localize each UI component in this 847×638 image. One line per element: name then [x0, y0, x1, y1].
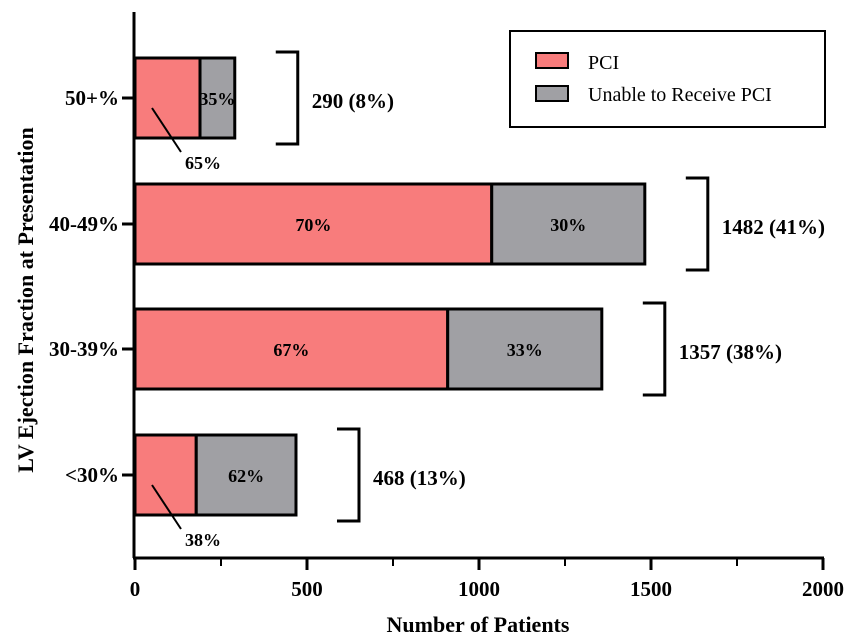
bracket-50 — [275, 50, 300, 146]
total-label-30-39: 1357 (38%) — [679, 340, 782, 364]
y-axis-title: LV Ejection Fraction at Presentation — [13, 127, 38, 472]
bar-pci-50 — [133, 56, 202, 140]
bracket-40-49 — [685, 176, 710, 272]
y-tick-label-50: 50+% — [65, 86, 119, 110]
bar-unable-to-receive-pci-30-39 — [446, 307, 604, 391]
brackets-layer: 468 (13%) 1357 (38%) 1482 (41%) 290 (8%) — [275, 50, 825, 523]
bar-label-unable-to-receive-pci-50: 35% — [199, 89, 235, 109]
bracket-30 — [336, 427, 361, 523]
bar-unable-to-receive-pci-50 — [198, 56, 237, 140]
total-label-50: 290 (8%) — [312, 89, 394, 113]
x-tick-label-0: 0 — [130, 577, 141, 601]
bar-unable-to-receive-pci-30 — [194, 433, 298, 517]
legend-label-unable-to-receive-pci: Unable to Receive PCI — [588, 84, 772, 106]
total-label-30: 468 (13%) — [373, 466, 466, 490]
bar-pci-40-49 — [133, 182, 494, 266]
x-tick-label-500: 500 — [291, 577, 323, 601]
bar-label-pci-30-39: 67% — [273, 340, 309, 360]
legend: PCI Unable to Receive PCI — [509, 30, 826, 128]
leader-line-pci-30 — [151, 484, 182, 530]
bar-label-pci-50: 65% — [185, 153, 221, 173]
bar-label-pci-40-49: 70% — [295, 215, 331, 235]
axis-ticks-layer: <30% 30-39% 40-49% 50+% 0 500 1000 1500 2000 — [49, 86, 844, 601]
legend-box — [509, 30, 826, 128]
total-label-40-49: 1482 (41%) — [722, 215, 825, 239]
legend-swatch-pci — [535, 52, 569, 69]
bar-label-unable-to-receive-pci-30: 62% — [228, 466, 264, 486]
x-tick-label-2000: 2000 — [802, 577, 844, 601]
bar-pci-30 — [133, 433, 198, 517]
x-axis-title: Number of Patients — [387, 612, 570, 637]
x-tick-label-1500: 1500 — [630, 577, 672, 601]
bar-unable-to-receive-pci-40-49 — [490, 182, 647, 266]
bar-label-unable-to-receive-pci-30-39: 33% — [507, 340, 543, 360]
bar-label-unable-to-receive-pci-40-49: 30% — [550, 215, 586, 235]
bracket-30-39 — [642, 301, 667, 397]
legend-label-pci: PCI — [588, 52, 619, 74]
x-tick-label-1000: 1000 — [458, 577, 500, 601]
bar-pci-30-39 — [133, 307, 450, 391]
bar-label-pci-30: 38% — [185, 530, 221, 550]
y-tick-label-40-49: 40-49% — [49, 212, 119, 236]
y-tick-label-30-39: 30-39% — [49, 337, 119, 361]
leader-line-pci-50 — [151, 107, 182, 153]
y-tick-label-30: <30% — [65, 463, 119, 487]
bar-labels-layer: 38% 62% 67% 33% 70% 30% 65% 35% — [151, 89, 586, 550]
legend-swatch-unable-to-receive-pci — [535, 85, 569, 102]
bars-layer — [133, 56, 647, 517]
